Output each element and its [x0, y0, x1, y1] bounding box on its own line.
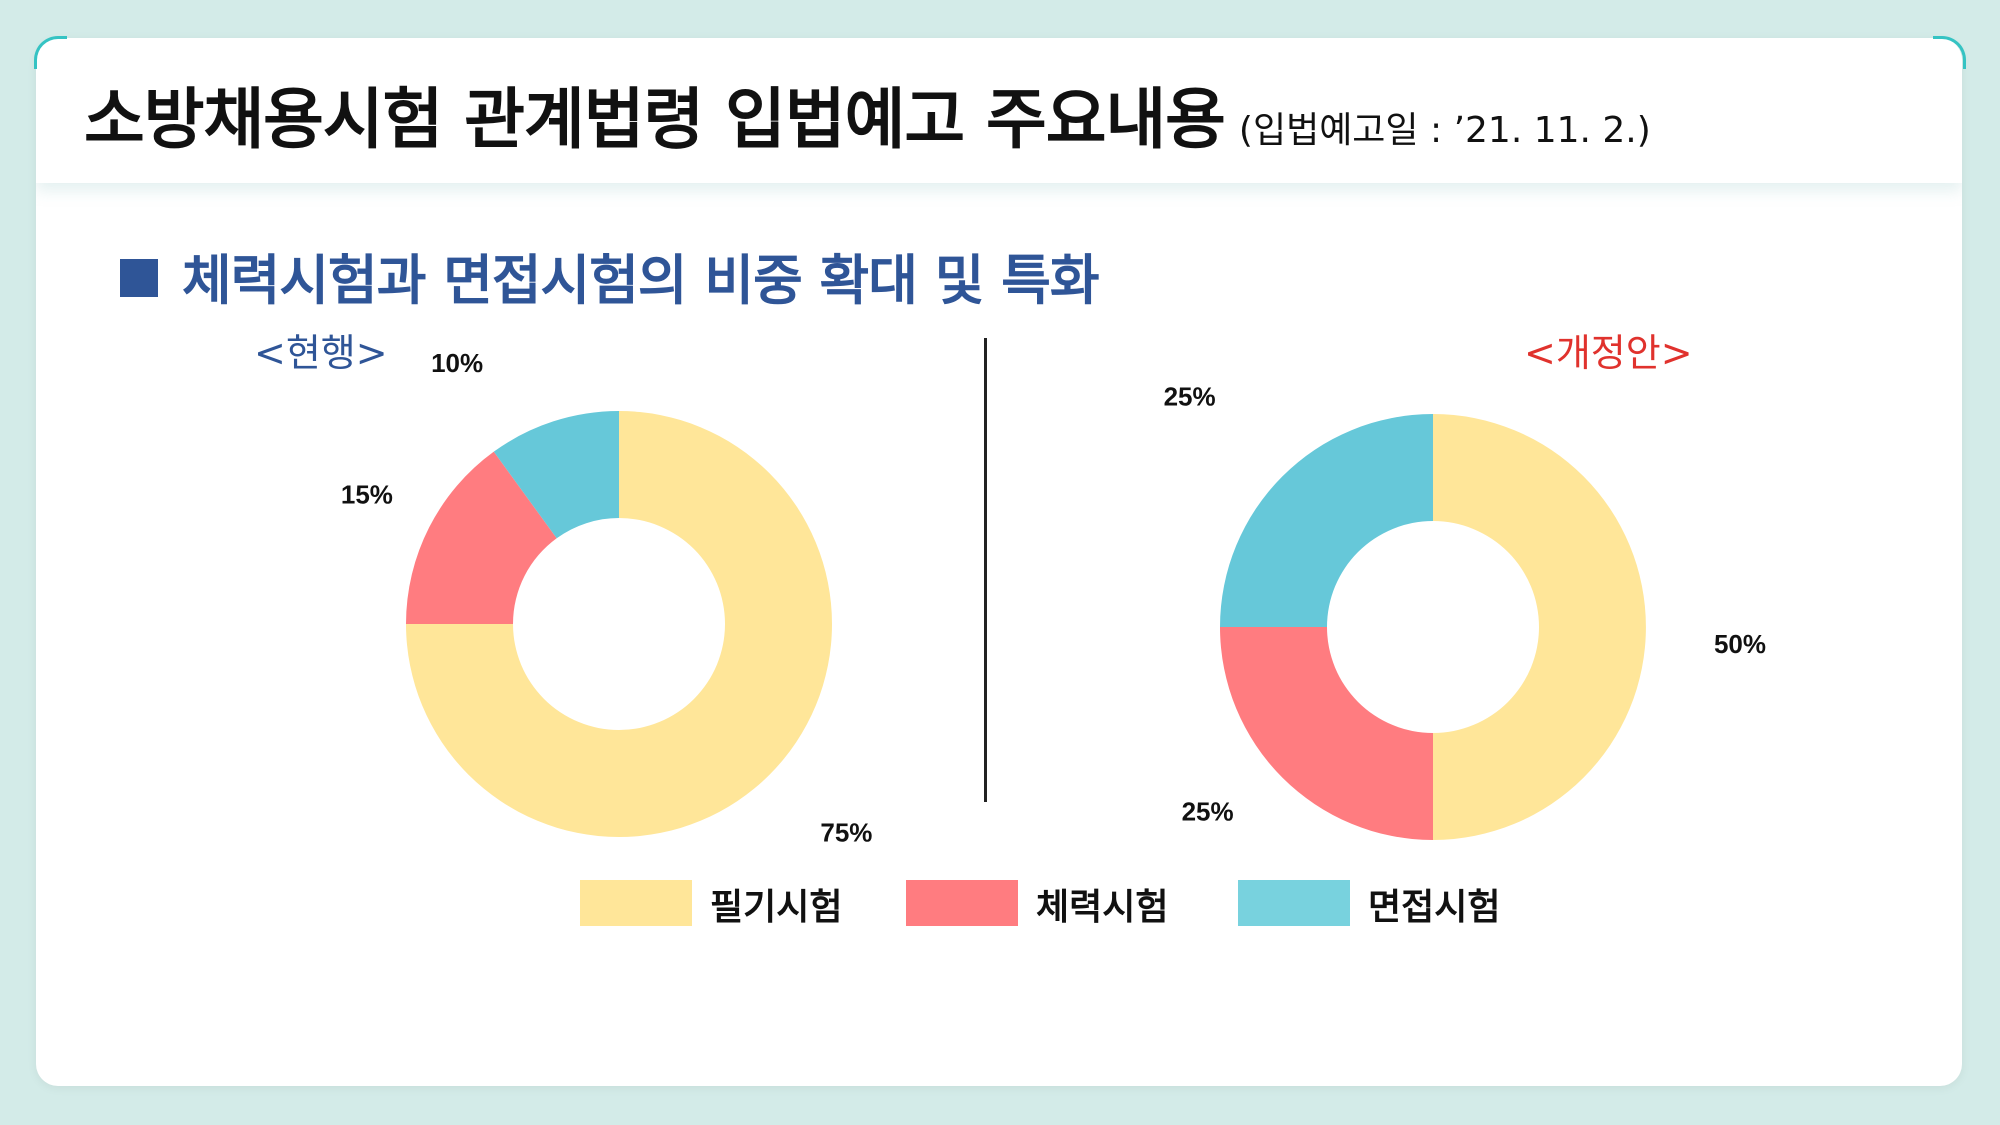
donut-slice-written — [1433, 414, 1646, 840]
section-heading-text: 체력시험과 면접시험의 비중 확대 및 특화 — [182, 249, 1100, 312]
data-label-written: 75% — [820, 817, 872, 847]
donut-slice-interview — [493, 411, 619, 539]
legend-swatch-fitness — [906, 880, 1018, 926]
legend-label-interview: 면접시험 — [1368, 887, 1501, 928]
announcement-date: (입법예고일 : ’21. 11. 2.) — [1238, 110, 1651, 151]
data-label-fitness: 25% — [1182, 796, 1234, 826]
data-label-written: 50% — [1714, 629, 1766, 659]
chart-divider — [984, 338, 987, 802]
data-label-interview: 25% — [1164, 382, 1216, 412]
donut-slice-fitness — [406, 451, 557, 624]
donut-chart-current: 75% 15% 10% — [341, 348, 873, 847]
legend-swatch-written — [580, 880, 692, 926]
chart-title-revised: <개정안> — [1524, 331, 1693, 375]
donut-chart-revised: 50% 25% 25% — [1164, 382, 1766, 840]
section-heading: 체력시험과 면접시험의 비중 확대 및 특화 — [120, 236, 1100, 315]
donut-slice-interview — [1220, 414, 1433, 627]
corner-decoration-right — [1933, 36, 1966, 69]
square-bullet-icon — [120, 259, 158, 297]
page-title: 소방채용시험 관계법령 입법예고 주요내용 (입법예고일 : ’21. 11. 2… — [84, 66, 1651, 162]
legend-swatch-interview — [1238, 880, 1350, 926]
legend-label-fitness: 체력시험 — [1036, 887, 1169, 928]
corner-decoration-left — [34, 36, 67, 69]
donut-slice-fitness — [1220, 627, 1433, 840]
donut-slice-written — [406, 411, 832, 837]
chart-title-current: <현행> — [254, 331, 388, 375]
data-label-fitness: 15% — [341, 480, 393, 510]
legend-label-written: 필기시험 — [710, 887, 843, 928]
header-bar: 소방채용시험 관계법령 입법예고 주요내용 (입법예고일 : ’21. 11. 2… — [36, 38, 1962, 183]
data-label-interview: 10% — [431, 348, 483, 378]
title-text: 소방채용시험 관계법령 입법예고 주요내용 — [84, 81, 1226, 158]
